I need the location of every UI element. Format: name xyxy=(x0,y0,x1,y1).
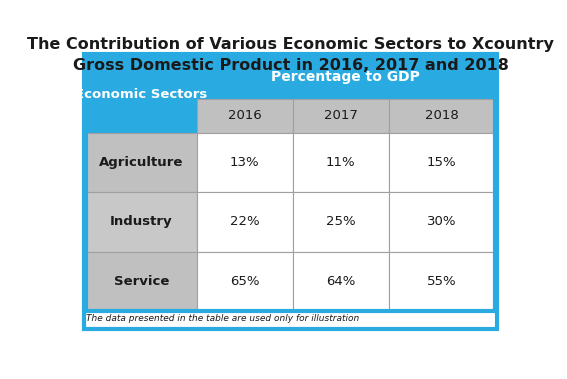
Text: 2017: 2017 xyxy=(324,110,358,122)
Text: 13%: 13% xyxy=(230,156,260,169)
Text: Agriculture: Agriculture xyxy=(99,156,184,169)
Text: 2018: 2018 xyxy=(425,110,459,122)
Text: 25%: 25% xyxy=(326,215,356,229)
Bar xyxy=(293,192,388,252)
Bar xyxy=(86,252,197,311)
Bar xyxy=(86,56,197,133)
Bar xyxy=(86,192,197,252)
Bar xyxy=(388,133,495,192)
Bar xyxy=(86,133,197,192)
Text: 15%: 15% xyxy=(427,156,456,169)
Bar xyxy=(197,99,293,133)
Bar xyxy=(293,99,388,133)
Bar xyxy=(86,56,495,311)
Text: Percentage to GDP: Percentage to GDP xyxy=(272,70,420,85)
Text: The data presented in the table are used only for illustration: The data presented in the table are used… xyxy=(86,314,359,323)
Bar xyxy=(293,133,388,192)
Text: 55%: 55% xyxy=(427,275,456,288)
Text: 65%: 65% xyxy=(230,275,259,288)
Text: 11%: 11% xyxy=(326,156,356,169)
Bar xyxy=(293,252,388,311)
Text: Economic Sectors: Economic Sectors xyxy=(75,88,208,101)
Bar xyxy=(388,99,495,133)
Text: 22%: 22% xyxy=(230,215,260,229)
Bar xyxy=(388,252,495,311)
Text: Industry: Industry xyxy=(110,215,173,229)
Text: 30%: 30% xyxy=(427,215,456,229)
Bar xyxy=(197,192,293,252)
Text: The Contribution of Various Economic Sectors to Xcountry
Gross Domestic Product : The Contribution of Various Economic Sec… xyxy=(27,37,554,73)
Bar xyxy=(197,252,293,311)
Bar xyxy=(197,56,495,99)
Text: Service: Service xyxy=(114,275,169,288)
Text: 64%: 64% xyxy=(326,275,356,288)
Text: 2016: 2016 xyxy=(228,110,261,122)
Bar xyxy=(197,133,293,192)
Bar xyxy=(388,192,495,252)
